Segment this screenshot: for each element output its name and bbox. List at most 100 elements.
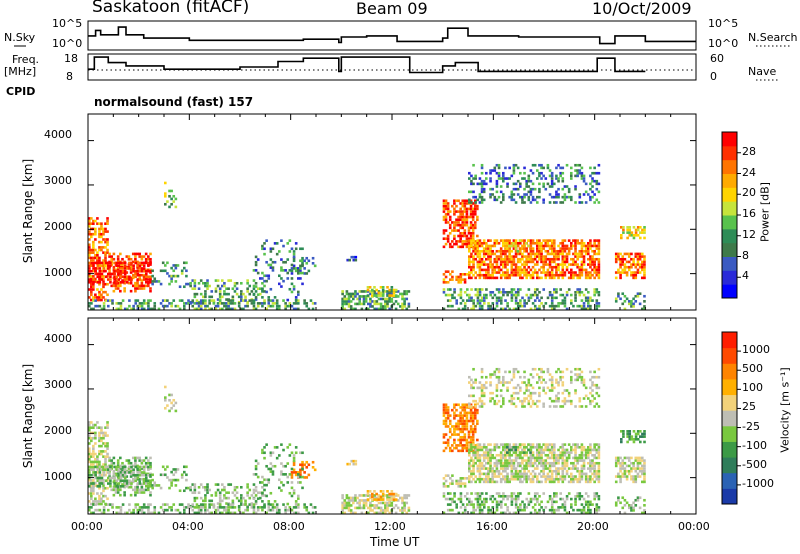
power-cell — [512, 307, 516, 311]
power-cell — [259, 287, 262, 291]
power-cell — [119, 289, 122, 293]
power-cell — [540, 249, 543, 253]
power-cell — [514, 299, 518, 302]
power-cell — [269, 250, 273, 253]
velocity-cell — [446, 406, 450, 409]
power-cell — [92, 282, 95, 286]
velocity-cell — [349, 496, 353, 500]
velocity-cell — [369, 509, 372, 512]
power-cell — [221, 279, 224, 282]
power-cell — [472, 182, 475, 186]
velocity-cell — [113, 465, 116, 469]
power-cell — [218, 290, 222, 293]
velocity-cell — [214, 511, 218, 515]
velocity-cell — [288, 508, 292, 512]
power-cell — [531, 273, 535, 277]
velocity-cell — [386, 509, 389, 512]
velocity-cell — [104, 457, 107, 461]
velocity-cell — [561, 459, 565, 462]
power-cell — [540, 171, 543, 175]
power-cell — [96, 288, 99, 291]
velocity-cell — [576, 378, 579, 382]
power-cell — [381, 285, 385, 289]
velocity-cell — [508, 459, 511, 462]
power-cell — [559, 252, 562, 256]
power-cell — [470, 296, 473, 300]
velocity-cell — [444, 479, 448, 483]
power-cell — [574, 252, 577, 256]
power-cell — [572, 304, 575, 308]
power-cell — [574, 163, 577, 167]
power-cell — [499, 239, 503, 242]
power-cell — [102, 238, 105, 241]
velocity-cell — [563, 467, 567, 470]
power-cell — [510, 299, 514, 302]
velocity-cell — [161, 503, 165, 506]
power-cell — [597, 163, 601, 167]
power-cell — [514, 265, 518, 269]
power-cell — [499, 252, 503, 256]
velocity-cell — [88, 450, 91, 453]
power-cell — [463, 207, 467, 211]
velocity-cell — [525, 459, 528, 462]
velocity-cell — [109, 468, 112, 471]
velocity-cell — [535, 451, 539, 454]
power-cell — [142, 284, 146, 288]
power-cell — [553, 307, 556, 311]
power-cell — [550, 296, 554, 300]
velocity-cell — [499, 394, 503, 398]
power-cell — [123, 272, 127, 276]
power-cell — [597, 190, 601, 194]
velocity-cell — [225, 496, 228, 500]
power-cell — [550, 265, 554, 269]
velocity-cell — [259, 481, 262, 484]
power-cell — [499, 307, 503, 311]
velocity-cell — [145, 485, 148, 488]
power-cell — [470, 179, 473, 183]
power-cell — [506, 302, 509, 305]
velocity-cell — [142, 477, 146, 481]
velocity-cell — [100, 500, 103, 503]
velocity-cell — [561, 381, 565, 384]
power-cell — [578, 276, 582, 280]
power-cell — [638, 252, 642, 256]
power-cell — [147, 264, 150, 267]
velocity-cell — [98, 494, 101, 498]
velocity-cell — [546, 467, 550, 470]
power-cell — [482, 239, 486, 242]
power-cell — [229, 307, 233, 311]
velocity-cell — [591, 464, 594, 468]
velocity-cell — [106, 452, 109, 456]
power-cell — [98, 275, 102, 279]
velocity-cell — [96, 485, 100, 488]
velocity-cell — [535, 467, 539, 470]
power-cell — [563, 273, 567, 277]
power-cell — [472, 249, 475, 253]
velocity-cell — [501, 375, 505, 379]
power-cell — [117, 302, 121, 305]
power-cell — [138, 252, 142, 256]
velocity-cell — [149, 465, 152, 469]
power-cell — [121, 279, 124, 282]
power-cell — [113, 269, 116, 273]
velocity-cell — [487, 443, 490, 446]
velocity-cell — [470, 448, 473, 452]
power-cell — [574, 271, 577, 274]
power-cell — [290, 282, 294, 286]
velocity-cell — [470, 445, 473, 449]
power-cell — [463, 302, 467, 305]
velocity-cell — [465, 441, 469, 445]
velocity-cell — [521, 480, 524, 484]
power-cell — [252, 293, 256, 296]
power-cell — [593, 268, 596, 272]
velocity-cell — [580, 456, 584, 460]
velocity-cell — [470, 443, 473, 446]
power-cell — [563, 271, 567, 274]
velocity-cell — [480, 389, 484, 392]
power-cell — [523, 268, 526, 272]
velocity-cell — [574, 445, 577, 449]
power-cell — [516, 179, 520, 183]
velocity-cell — [119, 508, 123, 512]
power-cell — [100, 246, 103, 249]
power-cell — [129, 271, 133, 274]
